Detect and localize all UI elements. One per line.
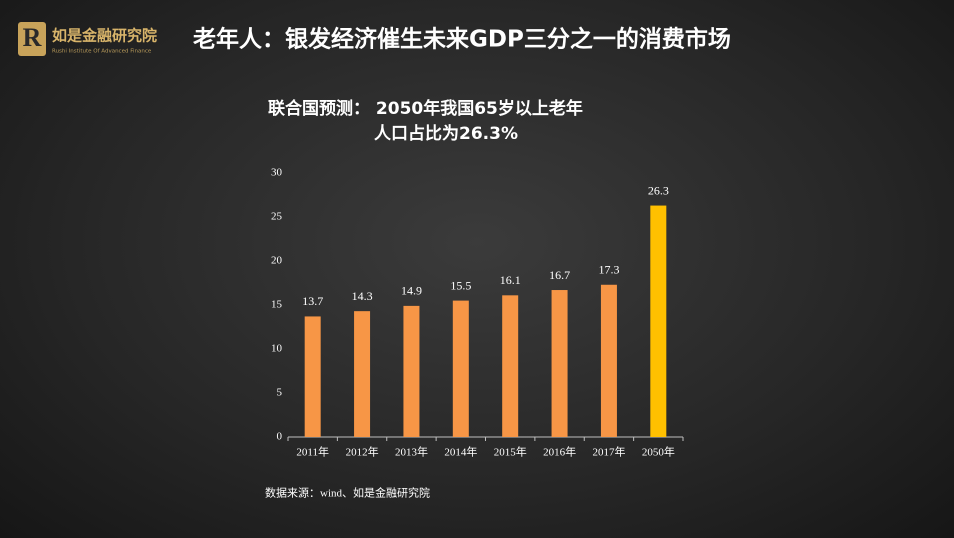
x-tick-label: 2014年	[444, 445, 477, 459]
y-tick-label: 20	[271, 255, 283, 267]
x-tick-label: 2013年	[395, 445, 428, 459]
chart-title: 人口占比为26.3%	[374, 123, 518, 144]
x-tick-label: 2012年	[346, 445, 379, 459]
data-label: 15.5	[450, 278, 471, 292]
y-tick-label: 10	[271, 343, 283, 355]
logo-mark	[18, 22, 46, 56]
bar	[600, 284, 617, 437]
y-tick-label: 0	[277, 431, 283, 443]
bar	[354, 311, 371, 437]
bar	[650, 205, 667, 437]
logo-letter: R	[23, 23, 42, 52]
data-label: 14.9	[401, 284, 422, 298]
data-label: 16.7	[549, 268, 570, 282]
chart-title: 联合国预测： 2050年我国65岁以上老年	[268, 98, 583, 119]
bar	[452, 300, 469, 437]
x-tick-label: 2011年	[296, 445, 329, 459]
x-tick-label: 2017年	[592, 445, 625, 459]
data-label: 16.1	[500, 273, 521, 287]
data-label: 14.3	[352, 289, 373, 303]
bar	[304, 316, 321, 437]
data-label: 17.3	[598, 263, 619, 277]
x-tick-label: 2050年	[642, 445, 675, 459]
data-label: 26.3	[648, 183, 669, 197]
logo-subtitle: Rushi Institute Of Advanced Finance	[52, 49, 152, 55]
y-tick-label: 25	[271, 211, 283, 223]
slide-title: 老年人：银发经济催生未来GDP三分之一的消费市场	[192, 26, 731, 53]
logo-name: 如是金融研究院	[52, 27, 157, 45]
x-tick-label: 2015年	[494, 445, 527, 459]
bar	[403, 305, 420, 437]
y-tick-label: 5	[277, 387, 283, 399]
bar	[502, 295, 519, 437]
data-label: 13.7	[302, 294, 323, 308]
y-tick-label: 30	[271, 167, 283, 179]
source-note: 数据来源：wind、如是金融研究院	[265, 486, 430, 500]
bar	[551, 290, 568, 437]
x-tick-label: 2016年	[543, 445, 576, 459]
y-tick-label: 15	[271, 299, 283, 311]
